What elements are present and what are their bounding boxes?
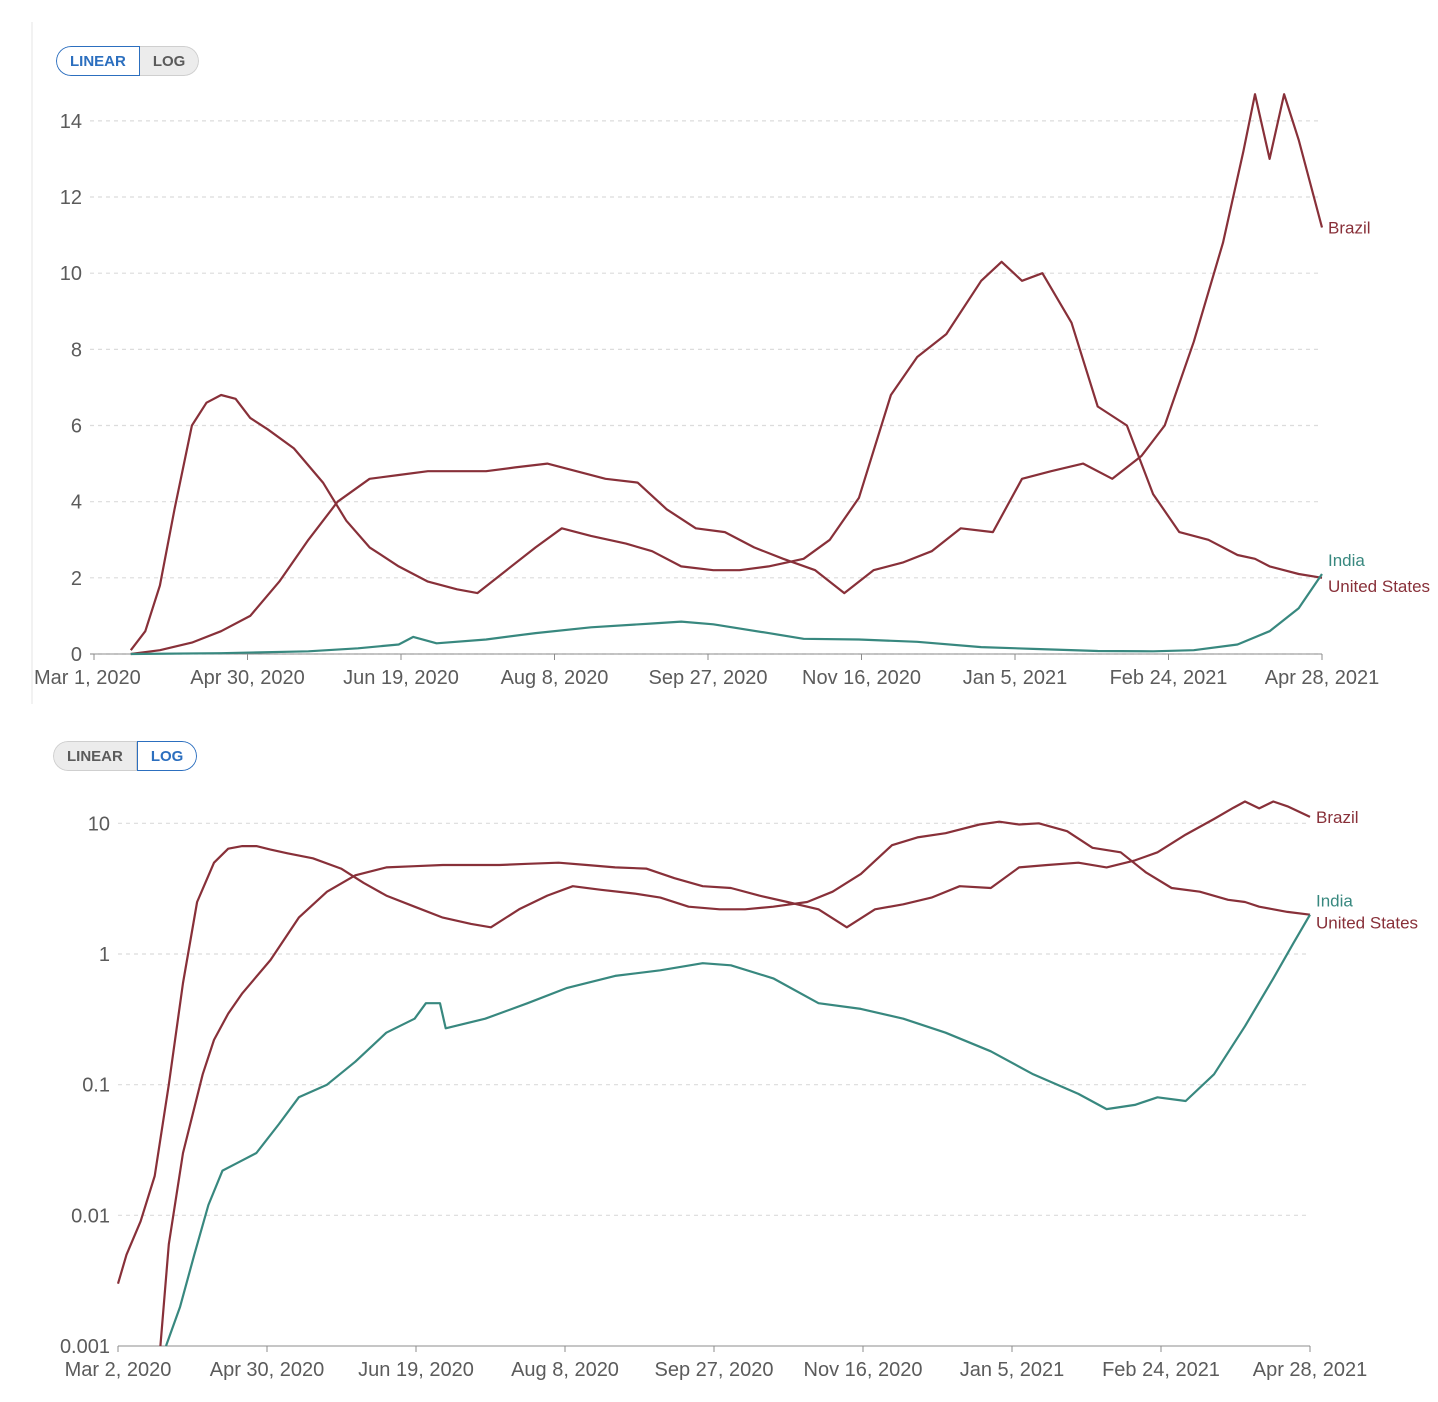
series-line-united-states [116,820,1311,1285]
y-tick-label: 0.1 [82,1075,110,1097]
log-chart-svg: 0.001 0.01 0.1 1 10 Mar 2, 2020 Apr 30, 2020 Ju… [60,800,1418,1381]
linear-toggle-button[interactable]: LINEAR [56,46,140,76]
series-line-india [130,573,1323,656]
y-tick-label: 0.01 [71,1205,110,1227]
x-tick-label: Jan 5, 2021 [963,667,1068,689]
x-tick-label: Apr 30, 2020 [190,667,305,689]
series-label-united-states: United States [1328,577,1430,596]
series-line-brazil [159,800,1311,1347]
x-tick-label: Jun 19, 2020 [343,667,459,689]
x-tick-label: Aug 8, 2020 [511,1359,619,1381]
linear-toggle-button[interactable]: LINEAR [53,741,137,771]
y-tick-label: 1 [99,944,110,966]
scale-toggle: LINEAR LOG [53,741,198,771]
series-label-brazil: Brazil [1316,808,1359,827]
linear-chart-svg: 0 2 4 6 8 10 12 14 Mar 1, 2020 Apr 30, 2020 Jun 19… [31,22,1430,704]
x-tick-label: Feb 24, 2021 [1102,1359,1220,1381]
x-tick-label: Nov 16, 2020 [804,1359,923,1381]
y-tick-label: 10 [60,263,82,285]
y-tick-label: 4 [71,492,82,514]
series-label-india: India [1328,551,1365,570]
x-tick-label: Mar 1, 2020 [34,667,141,689]
x-tick-label: Apr 28, 2021 [1265,667,1380,689]
log-chart-panel: LINEAR LOG 0.001 0.01 0.1 1 10 Mar 2, 2020 Apr… [0,705,1438,1402]
y-tick-label: 6 [71,416,82,438]
y-tick-label: 0.001 [60,1336,110,1358]
series-line-united-states [129,260,1323,651]
linear-chart-panel: LINEAR LOG 0 2 4 6 8 10 12 14 Mar 1, 2020 Apr 30,… [31,22,1430,704]
scale-toggle: LINEAR LOG [56,46,200,76]
x-tick-label: Feb 24, 2021 [1110,667,1228,689]
x-tick-label: Apr 28, 2021 [1253,1359,1368,1381]
x-tick-label: Aug 8, 2020 [501,667,609,689]
x-tick-label: Jan 5, 2021 [960,1359,1065,1381]
y-tick-label: 0 [71,644,82,666]
series-label-india: India [1316,892,1353,911]
log-toggle-button[interactable]: LOG [139,46,200,76]
y-tick-label: 14 [60,111,82,133]
x-tick-label: Apr 30, 2020 [210,1359,325,1381]
series-line-india [164,914,1311,1347]
x-tick-label: Mar 2, 2020 [65,1359,172,1381]
x-tick-label: Sep 27, 2020 [649,667,768,689]
series-label-brazil: Brazil [1328,218,1371,237]
y-tick-label: 2 [71,568,82,590]
y-tick-label: 12 [60,187,82,209]
log-toggle-button[interactable]: LOG [136,741,198,771]
series-line-brazil [130,93,1324,656]
x-tick-label: Sep 27, 2020 [655,1359,774,1381]
y-tick-label: 8 [71,339,82,361]
y-tick-label: 10 [88,813,110,835]
x-tick-label: Nov 16, 2020 [802,667,921,689]
x-tick-label: Jun 19, 2020 [358,1359,474,1381]
series-label-united-states: United States [1316,914,1418,933]
